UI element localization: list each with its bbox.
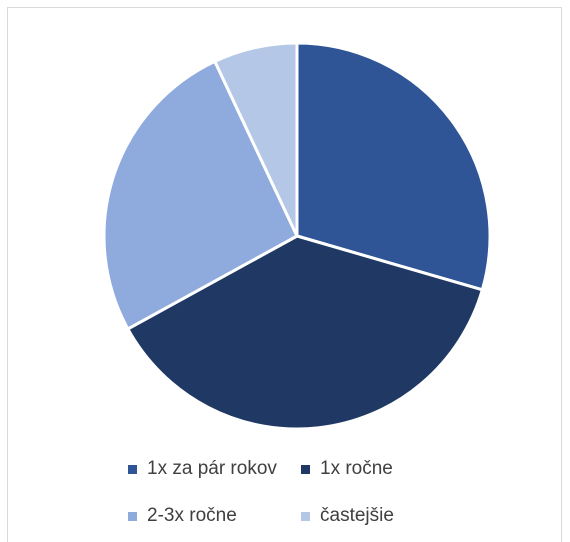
pie-slice-1x-rocne xyxy=(126,234,484,431)
pie-slice-1x-za-par-rokov xyxy=(295,41,492,292)
pie-slice-2-3x-rocne xyxy=(102,59,299,331)
pie-slice-castejsie xyxy=(213,41,299,238)
